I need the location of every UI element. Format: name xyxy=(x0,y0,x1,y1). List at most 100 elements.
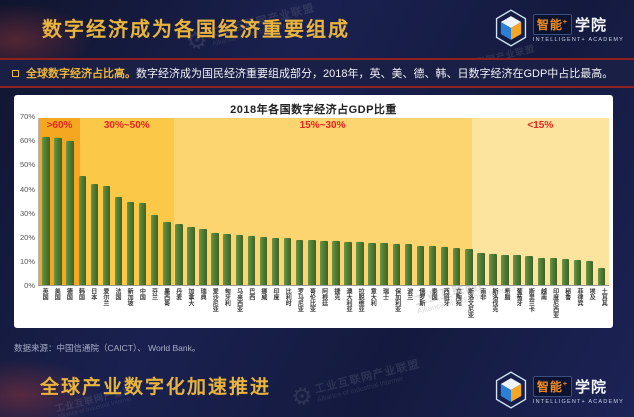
x-label: 斯洛伐克 xyxy=(490,288,497,312)
logo-badge: 智能+ xyxy=(532,375,573,397)
x-label: 土耳其 xyxy=(600,288,607,306)
bar-加拿大 xyxy=(187,226,195,285)
x-label: 加拿大 xyxy=(186,288,193,306)
x-label: 越南 xyxy=(539,288,546,300)
bar-日本 xyxy=(90,183,99,285)
bar-item xyxy=(209,118,221,285)
bar-item xyxy=(390,118,402,285)
bar-法国 xyxy=(114,196,123,285)
y-tick: 30% xyxy=(19,208,35,218)
x-label: 斯里兰卡 xyxy=(527,288,534,312)
bar-韩国 xyxy=(78,176,87,285)
bar-拉脱维亚 xyxy=(356,242,364,285)
bar-立陶宛 xyxy=(452,248,461,285)
data-source: 数据来源：中国信通院（CAICT）、 World Bank。 xyxy=(14,343,201,353)
bar-item xyxy=(245,118,257,285)
y-axis: 70% 60% 50% 40% 30% 20% 10% 0% xyxy=(14,113,35,290)
bar-瑞士 xyxy=(380,243,388,285)
bar-item xyxy=(40,118,52,285)
bar-斯里兰卡 xyxy=(525,256,533,285)
x-label: 瑞典 xyxy=(199,288,206,300)
bar-印度 xyxy=(271,238,280,285)
bar-item xyxy=(330,118,342,285)
x-label: 挪威 xyxy=(259,288,266,300)
x-label: 墨西哥 xyxy=(162,288,169,306)
bar-item xyxy=(511,118,523,285)
logo-subtitle: INTELLIGENT+ ACADEMY xyxy=(532,36,624,43)
x-label: 意大利 xyxy=(369,288,376,306)
x-label: 哥伦比亚 xyxy=(308,288,315,312)
bar-丹麦 xyxy=(175,224,183,285)
y-tick: 0% xyxy=(24,281,35,291)
bar-新加坡 xyxy=(126,201,135,285)
bar-德国 xyxy=(66,140,74,285)
bar-意大利 xyxy=(368,243,376,285)
x-label: 拉脱维亚 xyxy=(357,288,364,312)
bar-土耳其 xyxy=(597,268,606,285)
x-label: 南非 xyxy=(478,288,485,300)
bar-马来西亚 xyxy=(235,234,244,285)
bar-item xyxy=(306,118,318,285)
x-label: 巴西 xyxy=(247,288,254,300)
logo-name: 学院 xyxy=(575,16,608,34)
x-label: 爱沙尼亚 xyxy=(211,288,218,312)
x-label: 法国 xyxy=(114,288,121,300)
x-label: 比利时 xyxy=(284,288,291,306)
x-label: 印度尼西亚 xyxy=(551,288,558,318)
x-label: 英国 xyxy=(41,288,48,300)
bar-哥伦比亚 xyxy=(308,239,316,285)
bar-item xyxy=(257,118,269,285)
bar-item xyxy=(269,118,281,285)
bar-item xyxy=(64,118,76,285)
bar-item xyxy=(475,118,487,285)
bar-item xyxy=(414,118,426,285)
bar-item xyxy=(366,118,378,285)
bar-罗马尼亚 xyxy=(295,239,304,285)
bar-西班牙 xyxy=(440,246,449,285)
bar-item xyxy=(499,118,511,285)
bar-item xyxy=(523,118,535,285)
x-label: 秘鲁 xyxy=(563,288,570,300)
bar-保加利亚 xyxy=(392,244,401,285)
logo-subtitle: INTELLIGENT+ ACADEMY xyxy=(532,398,624,405)
y-tick: 70% xyxy=(19,112,35,121)
y-tick: 60% xyxy=(19,136,35,146)
bar-item xyxy=(571,118,583,285)
bar-item xyxy=(173,118,185,285)
x-label: 日本 xyxy=(89,288,96,300)
bar-item xyxy=(487,118,499,285)
x-label: 瑞士 xyxy=(381,288,388,300)
zone-label: >60% xyxy=(46,120,73,131)
footer-title: 全球产业数字化加速推进 xyxy=(40,377,272,398)
zone-label: 15%~30% xyxy=(299,120,346,131)
x-label: 立陶宛 xyxy=(454,288,461,306)
key-point-banner: 全球数字经济占比高。 数字经济成为国民经济重要组成部分，2018年，英、美、德、… xyxy=(0,58,634,88)
bar-item xyxy=(161,118,173,285)
bar-item xyxy=(125,118,137,285)
x-label: 美国 xyxy=(53,288,60,300)
bar-item xyxy=(439,118,451,285)
x-label: 丹麦 xyxy=(174,288,181,300)
x-label: 中国 xyxy=(138,288,145,300)
bar-item xyxy=(282,118,294,285)
x-label: 马来西亚 xyxy=(235,288,242,312)
bar-葡萄牙 xyxy=(513,255,521,285)
bar-埃及 xyxy=(585,261,594,285)
bar-俄罗斯 xyxy=(416,245,425,285)
bar-匈牙利 xyxy=(223,233,231,285)
y-tick: 50% xyxy=(19,160,35,170)
zone-label: 30%~50% xyxy=(103,120,150,131)
bars-layer xyxy=(39,118,609,285)
bar-芬兰 xyxy=(151,214,159,285)
x-label: 保加利亚 xyxy=(393,288,400,312)
x-label: 阿根廷 xyxy=(320,288,327,306)
logo-name: 学院 xyxy=(575,378,608,396)
bar-item xyxy=(584,118,596,285)
bar-秘鲁 xyxy=(561,258,570,285)
bar-item xyxy=(535,118,547,285)
bar-item xyxy=(112,118,124,285)
academy-logo: 智能+ 学院 INTELLIGENT+ ACADEMY xyxy=(494,371,624,409)
